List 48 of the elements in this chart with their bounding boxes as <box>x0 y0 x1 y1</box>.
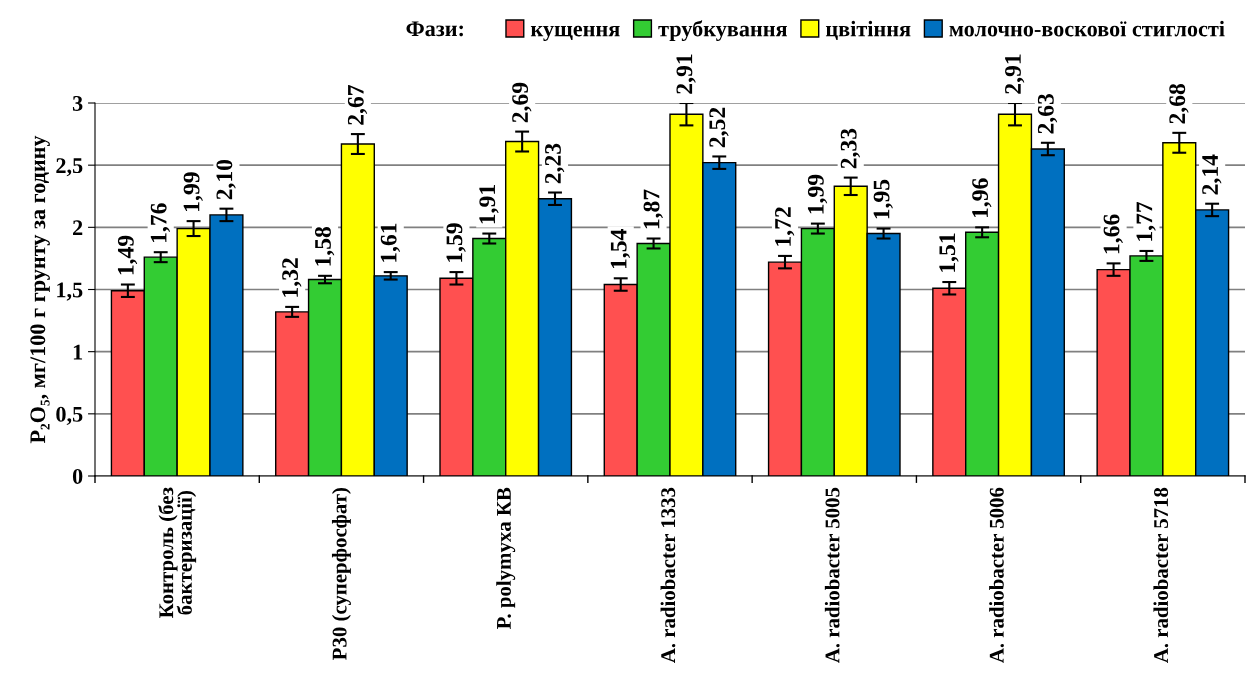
y-tick-label: 1,5 <box>57 282 83 301</box>
data-label: 1,58 <box>314 226 335 266</box>
data-label: 2,23 <box>545 143 565 184</box>
x-tick-label: Контроль (без бактеризації) <box>158 487 197 619</box>
y-tick-label: 3 <box>72 95 83 111</box>
legend-title: Фази: <box>406 21 463 37</box>
data-label: 1,59 <box>446 223 466 262</box>
data-label: 1,66 <box>1103 214 1123 254</box>
legend-label: трубкування <box>658 20 787 42</box>
data-label: 2,63 <box>1037 93 1058 134</box>
legend-label: молочно-воскової стиглості <box>949 20 1225 37</box>
data-label: 2,67 <box>347 85 368 125</box>
y-axis-title: P₂O₅, мг/100 г грунту за годину <box>30 135 50 444</box>
y-tick-label: 2,5 <box>56 158 83 177</box>
data-label: 1,99 <box>807 174 828 214</box>
data-label: 2,33 <box>840 128 861 169</box>
data-label: 1,61 <box>380 223 401 262</box>
legend-label: кущення <box>530 25 620 42</box>
data-label: 1,76 <box>150 203 171 242</box>
data-label: 2,91 <box>1005 54 1025 94</box>
y-tick-label: 2 <box>73 220 83 236</box>
data-label: 1,87 <box>643 189 663 229</box>
x-tick-label: A. radiobacter 5005 <box>824 487 840 664</box>
data-label: 1,99 <box>183 172 203 211</box>
data-label: 1,32 <box>282 258 302 297</box>
x-tick-label: P. polymyxa КВ <box>496 487 516 630</box>
data-label: 1,54 <box>610 229 631 269</box>
x-tick-label: Р30 (суперфосфат) <box>331 488 351 660</box>
y-tick-label: 0 <box>72 468 83 484</box>
data-label: 1,77 <box>1136 201 1156 241</box>
data-label: 1,49 <box>117 235 138 275</box>
x-tick-label: A. radiobacter 5006 <box>989 487 1004 664</box>
data-label: 2,52 <box>709 107 729 148</box>
y-tick-label: 0,5 <box>56 406 83 425</box>
data-label: 1,96 <box>972 178 992 218</box>
y-tick-label: 1 <box>73 344 83 360</box>
x-tick-label: A. radiobacter 1333 <box>660 487 676 664</box>
x-tick-label: A. radiobacter 5718 <box>1153 487 1169 664</box>
data-label: 2,10 <box>216 159 236 200</box>
data-label: 1,72 <box>775 207 795 246</box>
data-label: 1,51 <box>939 233 959 272</box>
data-label: 1,95 <box>873 179 893 219</box>
data-label: 2,69 <box>512 82 532 123</box>
data-label: 2,68 <box>1169 83 1189 124</box>
legend-label: цвітіння <box>825 20 911 41</box>
data-label: 2,14 <box>1202 154 1222 195</box>
data-label: 1,91 <box>479 185 499 224</box>
data-label: 2,91 <box>676 54 696 94</box>
